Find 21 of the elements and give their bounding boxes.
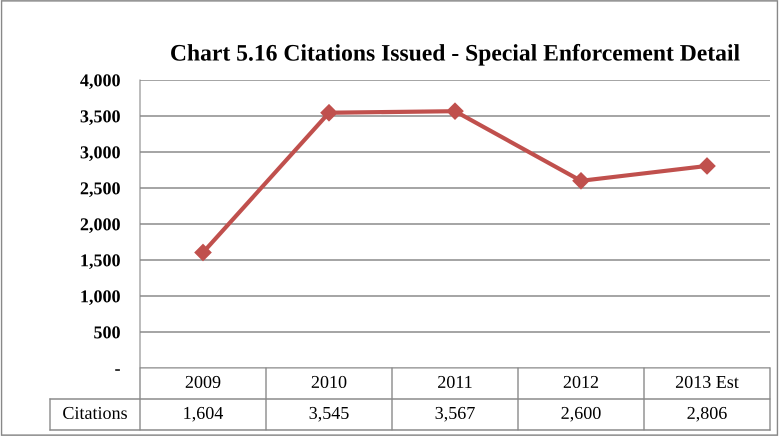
y-tick-label: 4,000 <box>80 74 120 90</box>
data-label: 2,806 <box>687 406 727 422</box>
data-label: 2,600 <box>561 406 601 422</box>
y-tick-label: 3,500 <box>80 110 120 126</box>
x-tick-label: 2012 <box>564 376 598 388</box>
y-tick-label: 1,000 <box>81 290 120 306</box>
y-tick-label: 2,500 <box>80 182 120 198</box>
text: Citations <box>63 406 127 420</box>
y-tick-label: - <box>115 369 120 371</box>
x-tick-label: 2009 <box>186 376 220 388</box>
x-tick-label: 2011 <box>438 376 472 388</box>
x-tick-label: 2013 Est <box>676 376 739 388</box>
y-tick-label: 1,500 <box>81 254 120 270</box>
chart-title: Chart 5.16 Citations Issued - Special Enforcement Detail <box>171 44 740 66</box>
data-label: 1,604 <box>184 406 224 422</box>
x-tick-label: 2010 <box>312 376 346 388</box>
y-tick-label: 500 <box>94 326 120 338</box>
y-tick-label: 2,000 <box>80 218 120 234</box>
y-tick-label: 3,000 <box>80 146 120 162</box>
data-label: 3,567 <box>436 406 475 422</box>
data-label: 3,545 <box>310 406 349 422</box>
